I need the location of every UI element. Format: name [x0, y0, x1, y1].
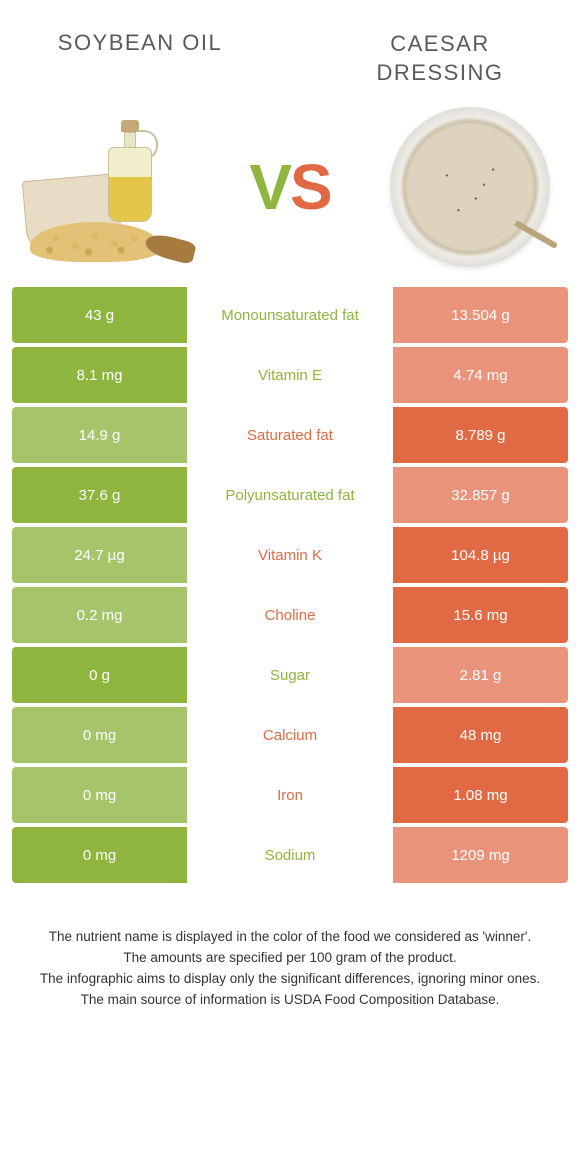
caesar-dressing-image	[380, 107, 560, 267]
nutrient-name: Monounsaturated fat	[187, 287, 393, 343]
nutrient-name: Saturated fat	[187, 407, 393, 463]
left-value: 14.9 g	[12, 407, 187, 463]
oil-bottle-icon	[100, 112, 160, 222]
nutrient-name: Calcium	[187, 707, 393, 763]
vs-s: S	[290, 151, 331, 223]
left-value: 0 mg	[12, 827, 187, 883]
nutrient-name: Vitamin K	[187, 527, 393, 583]
left-value: 0.2 mg	[12, 587, 187, 643]
right-value: 104.8 µg	[393, 527, 568, 583]
table-row: 0 gSugar2.81 g	[12, 647, 568, 703]
table-row: 14.9 gSaturated fat8.789 g	[12, 407, 568, 463]
right-value: 1.08 mg	[393, 767, 568, 823]
left-value: 0 g	[12, 647, 187, 703]
dressing-bowl-icon	[390, 107, 550, 267]
vs-v: V	[249, 151, 290, 223]
title-right-line1: CAESAR	[330, 30, 550, 59]
footnote-line: The amounts are specified per 100 gram o…	[30, 948, 550, 969]
right-value: 13.504 g	[393, 287, 568, 343]
title-right: CAESAR DRESSING	[330, 30, 550, 87]
left-value: 0 mg	[12, 707, 187, 763]
nutrient-name: Polyunsaturated fat	[187, 467, 393, 523]
vs-label: VS	[249, 150, 330, 224]
table-row: 43 gMonounsaturated fat13.504 g	[12, 287, 568, 343]
images-row: VS	[0, 97, 580, 287]
title-right-line2: DRESSING	[330, 59, 550, 88]
comparison-table: 43 gMonounsaturated fat13.504 g8.1 mgVit…	[0, 287, 580, 883]
table-row: 37.6 gPolyunsaturated fat32.857 g	[12, 467, 568, 523]
table-row: 0 mgSodium1209 mg	[12, 827, 568, 883]
nutrient-name: Choline	[187, 587, 393, 643]
header: SOYBEAN OIL CAESAR DRESSING	[0, 0, 580, 97]
title-left-text: SOYBEAN OIL	[30, 30, 250, 56]
table-row: 0 mgIron1.08 mg	[12, 767, 568, 823]
title-left: SOYBEAN OIL	[30, 30, 250, 87]
left-value: 43 g	[12, 287, 187, 343]
table-row: 0.2 mgCholine15.6 mg	[12, 587, 568, 643]
right-value: 2.81 g	[393, 647, 568, 703]
footnotes: The nutrient name is displayed in the co…	[0, 887, 580, 1011]
footnote-line: The nutrient name is displayed in the co…	[30, 927, 550, 948]
right-value: 4.74 mg	[393, 347, 568, 403]
table-row: 24.7 µgVitamin K104.8 µg	[12, 527, 568, 583]
left-value: 37.6 g	[12, 467, 187, 523]
left-value: 0 mg	[12, 767, 187, 823]
right-value: 48 mg	[393, 707, 568, 763]
table-row: 8.1 mgVitamin E4.74 mg	[12, 347, 568, 403]
left-value: 8.1 mg	[12, 347, 187, 403]
nutrient-name: Sodium	[187, 827, 393, 883]
spoon-icon	[512, 219, 558, 249]
scoop-icon	[143, 231, 197, 265]
soybeans-icon	[30, 222, 160, 262]
right-value: 15.6 mg	[393, 587, 568, 643]
footnote-line: The main source of information is USDA F…	[30, 990, 550, 1011]
right-value: 1209 mg	[393, 827, 568, 883]
nutrient-name: Vitamin E	[187, 347, 393, 403]
left-value: 24.7 µg	[12, 527, 187, 583]
soybean-oil-image	[20, 107, 200, 267]
nutrient-name: Sugar	[187, 647, 393, 703]
footnote-line: The infographic aims to display only the…	[30, 969, 550, 990]
nutrient-name: Iron	[187, 767, 393, 823]
right-value: 8.789 g	[393, 407, 568, 463]
table-row: 0 mgCalcium48 mg	[12, 707, 568, 763]
right-value: 32.857 g	[393, 467, 568, 523]
